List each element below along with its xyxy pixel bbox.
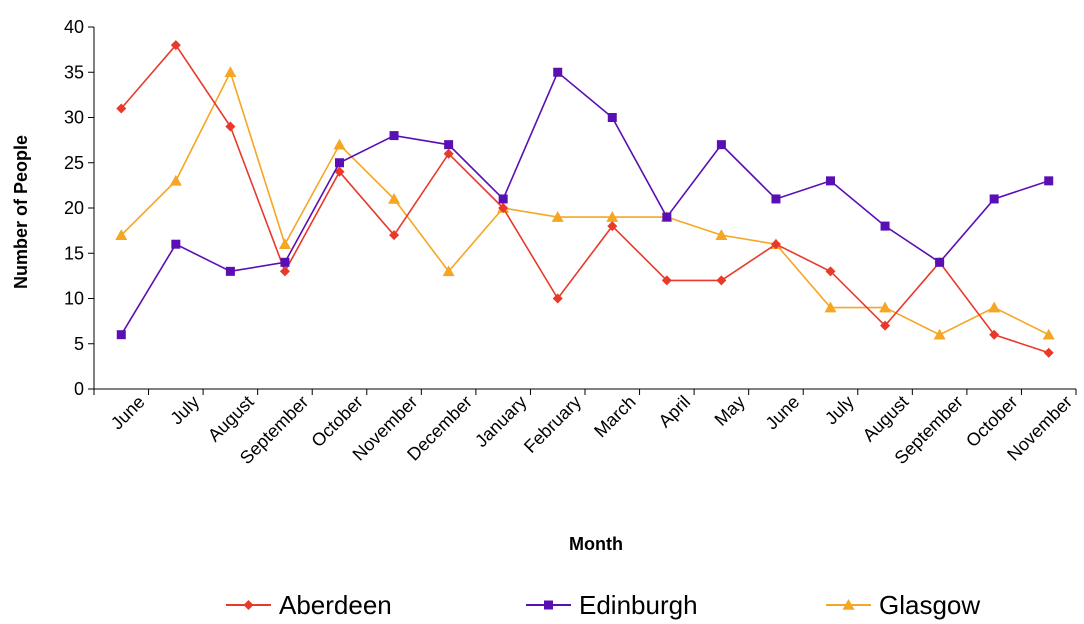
data-point-glasgow	[388, 192, 401, 204]
data-point-edinburgh	[553, 67, 563, 77]
data-point-edinburgh	[716, 140, 726, 150]
data-point-glasgow	[224, 66, 237, 78]
x-axis: June July AugustSeptemberOctoberNovemberDe…	[93, 388, 1077, 468]
data-point-aberdeen	[989, 329, 1000, 340]
data-point-glasgow	[115, 229, 128, 240]
data-point-edinburgh	[607, 113, 617, 122]
series-line-aberdeen	[120, 43, 1049, 354]
x-tick-label: June	[107, 392, 149, 434]
legend-item-edinburgh: Edinburgh	[526, 590, 698, 620]
data-point-aberdeen	[170, 40, 181, 51]
data-point-glasgow	[933, 328, 946, 340]
x-tick-label: May	[711, 392, 749, 430]
legend-item-glasgow: Glasgow	[826, 590, 980, 620]
data-point-edinburgh	[225, 266, 235, 276]
y-axis: 0 5 10 15 20 25 30 35 40	[64, 17, 95, 399]
data-point-edinburgh	[335, 158, 344, 168]
data-point-glasgow	[1042, 328, 1055, 340]
x-tick-label: March	[590, 392, 640, 442]
data-point-edinburgh	[389, 131, 399, 141]
data-point-edinburgh	[498, 194, 508, 204]
legend: Aberdeen Edinburgh Glasgow	[226, 590, 980, 620]
data-point-aberdeen	[552, 293, 563, 304]
data-point-aberdeen	[116, 103, 127, 114]
data-point-aberdeen	[661, 275, 672, 286]
legend-item-aberdeen: Aberdeen	[226, 590, 392, 620]
x-tick-label: July	[166, 392, 203, 429]
data-point-glasgow	[551, 211, 564, 222]
legend-marker-aberdeen	[243, 600, 254, 610]
y-tick-label: 20	[64, 198, 84, 218]
data-point-glasgow	[606, 211, 619, 222]
legend-label-aberdeen: Aberdeen	[279, 590, 392, 620]
data-point-edinburgh	[826, 176, 835, 186]
data-point-aberdeen	[716, 275, 727, 286]
series-layer	[115, 40, 1055, 358]
y-tick-label: 0	[74, 379, 84, 399]
x-tick-label: June	[762, 392, 804, 434]
y-tick-label: 35	[64, 62, 84, 82]
data-point-aberdeen	[334, 166, 345, 177]
legend-label-edinburgh: Edinburgh	[579, 590, 698, 620]
data-point-aberdeen	[1043, 347, 1054, 358]
data-point-edinburgh	[1044, 176, 1054, 186]
data-point-aberdeen	[880, 320, 891, 331]
data-point-aberdeen	[498, 203, 509, 213]
y-tick-label: 40	[64, 17, 84, 37]
series-line-glasgow	[120, 70, 1050, 336]
data-point-aberdeen	[389, 230, 400, 241]
data-point-aberdeen	[770, 239, 781, 250]
data-point-glasgow	[715, 229, 728, 240]
x-tick-label: July	[821, 392, 858, 429]
data-point-edinburgh	[116, 330, 126, 340]
legend-label-glasgow: Glasgow	[879, 590, 980, 620]
series-line-edinburgh	[120, 70, 1049, 336]
series-glasgow	[115, 66, 1055, 340]
x-tick-label: February	[520, 392, 585, 457]
data-point-edinburgh	[771, 194, 781, 204]
legend-marker-edinburgh	[544, 600, 553, 610]
x-axis-title: Month	[569, 534, 623, 554]
series-aberdeen	[116, 40, 1054, 358]
data-point-edinburgh	[662, 212, 672, 222]
y-axis-title: Number of People	[11, 135, 31, 289]
data-point-edinburgh	[880, 221, 890, 231]
data-point-aberdeen	[607, 221, 618, 232]
data-point-aberdeen	[825, 266, 836, 277]
data-point-glasgow	[278, 238, 291, 249]
x-tick-label: August	[204, 392, 258, 446]
y-tick-label: 10	[64, 289, 84, 309]
legend-marker-glasgow	[842, 599, 855, 610]
data-point-glasgow	[333, 138, 346, 150]
y-tick-label: 5	[74, 334, 84, 354]
data-point-edinburgh	[935, 257, 945, 267]
y-tick-label: 30	[64, 108, 84, 128]
data-point-glasgow	[824, 301, 837, 313]
y-tick-label: 15	[64, 243, 84, 263]
data-point-edinburgh	[280, 257, 290, 267]
data-point-edinburgh	[989, 194, 999, 204]
x-tick-label: August	[859, 392, 913, 446]
series-edinburgh	[116, 67, 1054, 340]
data-point-glasgow	[169, 174, 182, 186]
data-point-aberdeen	[225, 121, 236, 132]
data-point-glasgow	[879, 301, 892, 313]
data-point-glasgow	[442, 265, 455, 277]
x-tick-label: April	[655, 392, 695, 432]
data-point-edinburgh	[444, 140, 454, 150]
y-tick-label: 25	[64, 153, 84, 173]
data-point-glasgow	[988, 301, 1001, 313]
data-point-aberdeen	[279, 266, 290, 277]
data-point-aberdeen	[443, 148, 454, 159]
data-point-edinburgh	[171, 239, 181, 249]
